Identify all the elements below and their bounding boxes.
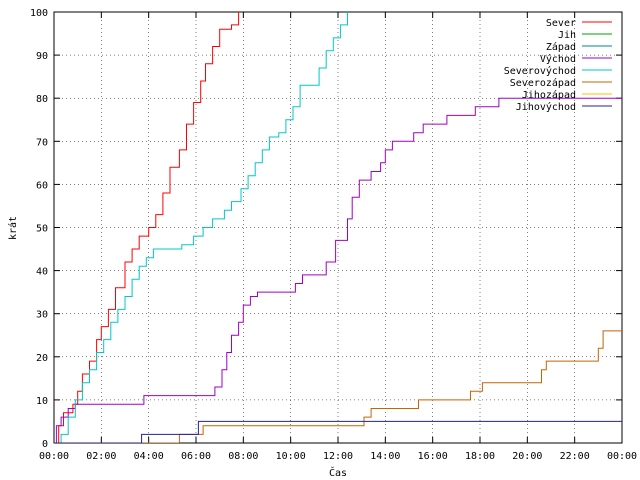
series-line-0 (54, 12, 240, 443)
y-tick-label: 40 (36, 267, 48, 278)
legend-label: Jihozápad (522, 89, 576, 101)
y-tick-label: 70 (36, 137, 48, 148)
series-layer (54, 12, 622, 443)
x-tick-label: 18:00 (465, 451, 495, 462)
x-tick-label: 08:00 (228, 451, 258, 462)
x-tick-label: 14:00 (370, 451, 400, 462)
y-tick-label: 50 (36, 224, 48, 235)
x-tick-label: 12:00 (323, 451, 353, 462)
x-tick-label: 00:00 (39, 451, 69, 462)
x-tick-label: 22:00 (560, 451, 590, 462)
legend-label: Severovýchod (504, 65, 576, 77)
y-tick-label: 90 (36, 51, 48, 62)
y-tick-label: 100 (30, 8, 48, 19)
x-tick-label: 20:00 (512, 451, 542, 462)
legend-label: Severozápad (510, 77, 576, 89)
axis-ticks: 0 10 20 30 40 50 60 70 80 90 100 00:00 02:00 04:00 06:… (30, 8, 637, 462)
legend: SeverJihZápadVýchodSeverovýchodSeverozáp… (504, 18, 612, 113)
x-tick-label: 04:00 (134, 451, 164, 462)
x-tick-label: 00:00 (607, 451, 637, 462)
x-tick-label: 16:00 (418, 451, 448, 462)
legend-label: Východ (540, 53, 576, 65)
series-line-5 (54, 330, 622, 443)
y-axis-label: krát (7, 216, 19, 240)
series-line-3 (54, 97, 622, 443)
series-line-4 (54, 12, 348, 443)
legend-label: Západ (546, 41, 576, 53)
legend-label: Jih (558, 30, 576, 41)
grid (54, 12, 622, 443)
y-tick-label: 0 (42, 439, 48, 450)
x-tick-label: 02:00 (86, 451, 116, 462)
x-axis-label: Čas (329, 466, 347, 479)
y-tick-label: 60 (36, 180, 48, 191)
legend-label: Sever (546, 18, 576, 29)
x-tick-label: 10:00 (276, 451, 306, 462)
y-tick-label: 80 (36, 94, 48, 105)
y-tick-label: 10 (36, 396, 48, 407)
series-line-7 (54, 420, 622, 443)
y-tick-label: 20 (36, 353, 48, 364)
legend-label: Jihovýchod (516, 101, 576, 113)
x-tick-label: 06:00 (181, 451, 211, 462)
y-tick-label: 30 (36, 310, 48, 321)
